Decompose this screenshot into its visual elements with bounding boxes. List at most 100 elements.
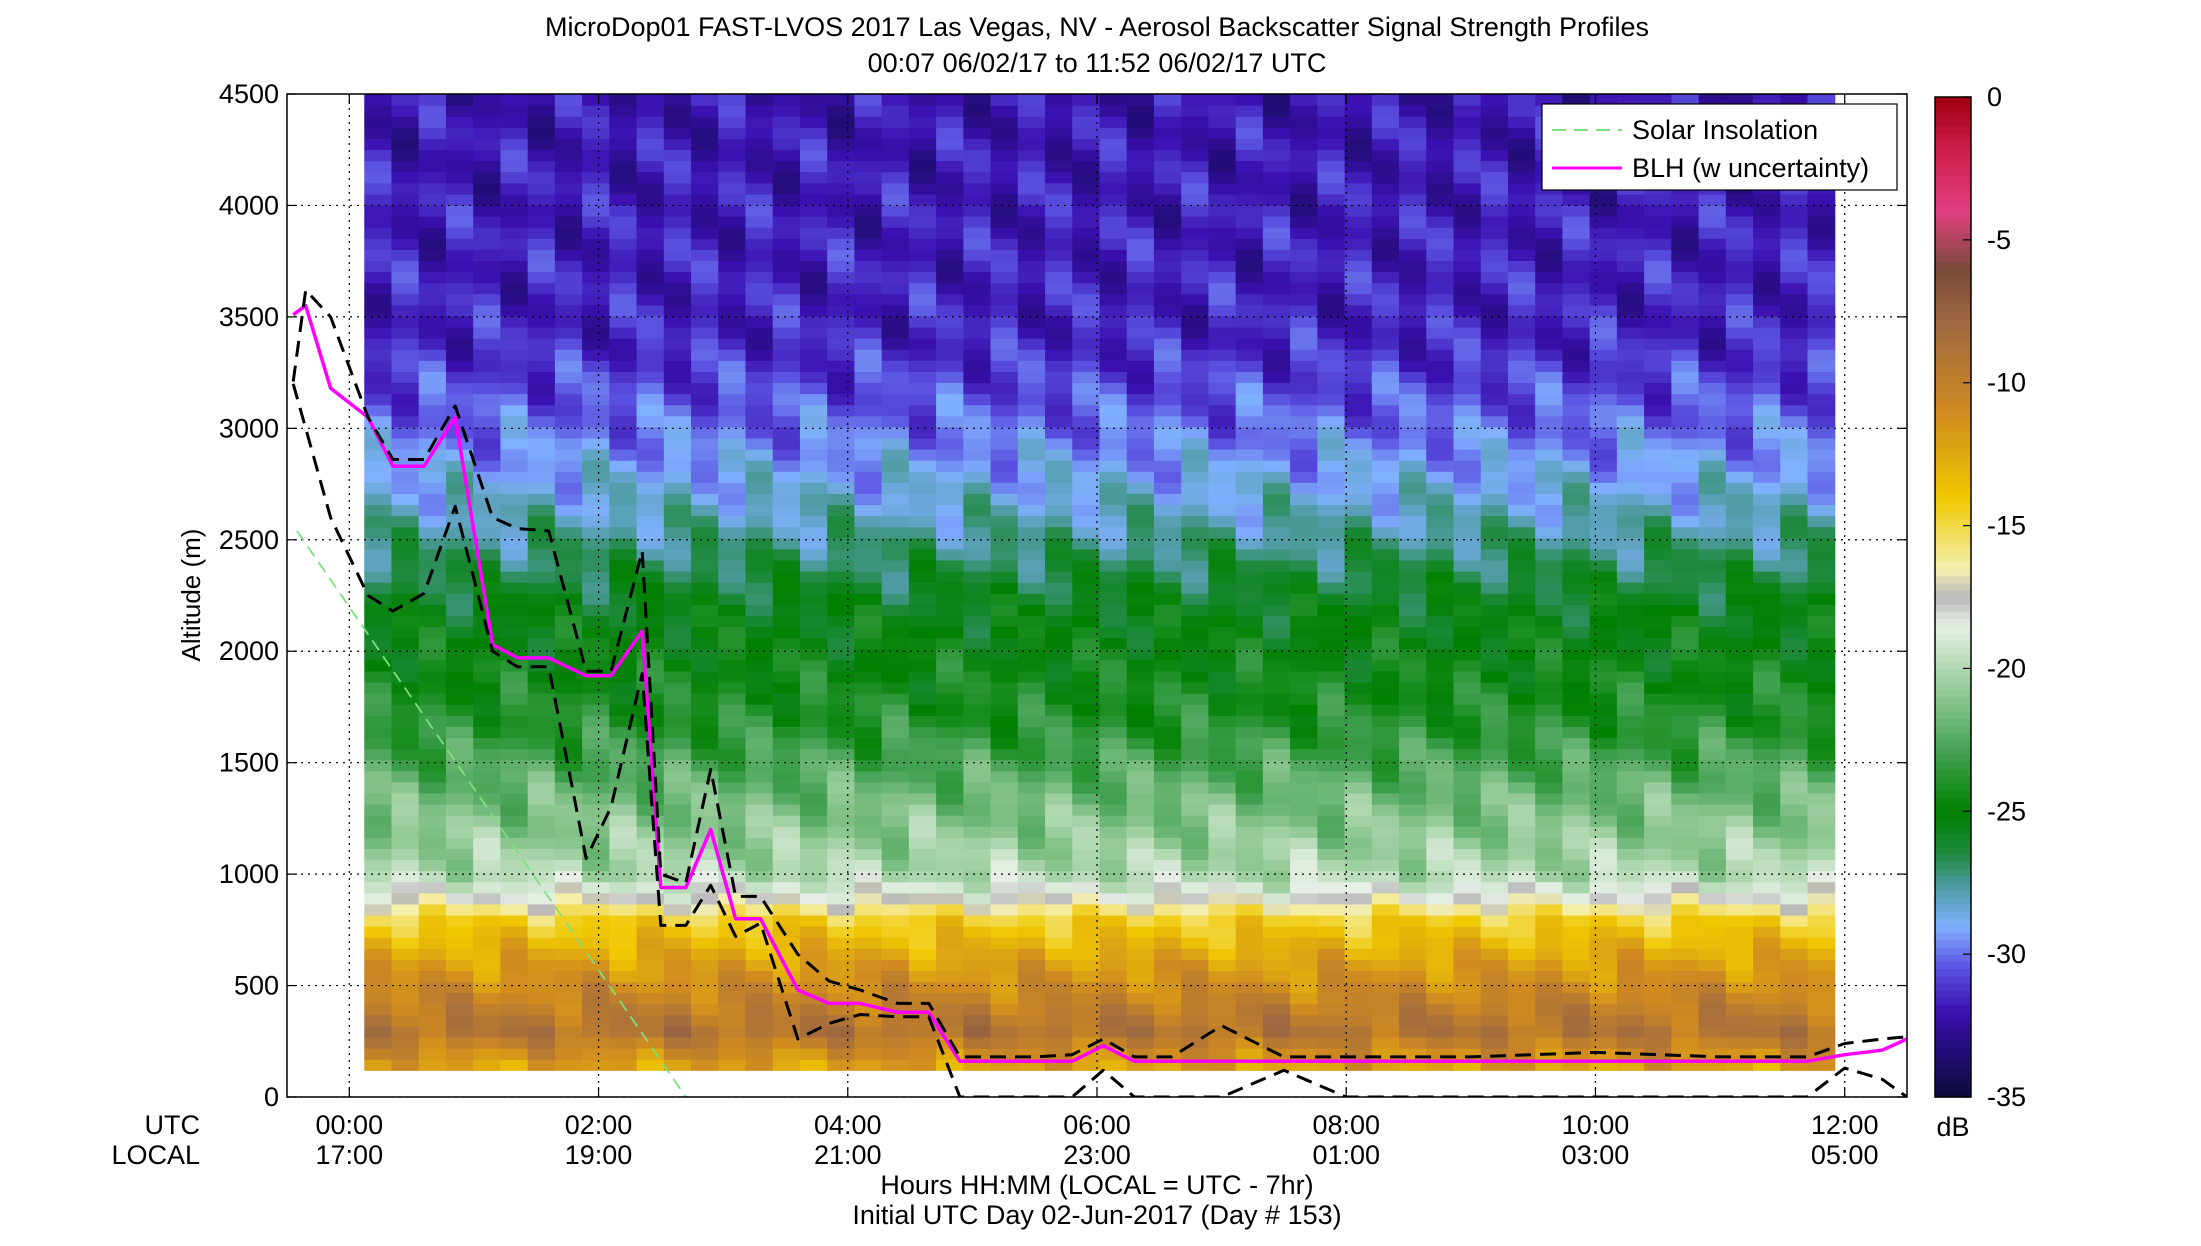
heatmap-cell (1099, 315, 1128, 328)
heatmap-cell (1235, 449, 1264, 461)
colorbar-segment (1935, 511, 1971, 520)
heatmap-cell (663, 1025, 692, 1038)
heatmap-cell (827, 404, 856, 417)
heatmap-cell (936, 693, 964, 705)
heatmap-cell (1426, 338, 1455, 350)
heatmap-cell (936, 282, 964, 295)
heatmap-cell (609, 249, 638, 261)
heatmap-cell (1235, 1025, 1264, 1038)
heatmap-cell (1344, 726, 1373, 739)
heatmap-cell (1399, 249, 1427, 261)
colorbar-segment (1935, 947, 1971, 955)
heatmap-cell (609, 548, 638, 561)
heatmap-cell (473, 216, 502, 228)
heatmap-cell (1562, 626, 1591, 639)
heatmap-cell (1589, 659, 1618, 672)
heatmap-cell (1399, 415, 1427, 428)
heatmap-cell (1426, 593, 1455, 605)
heatmap-cell (718, 881, 747, 894)
heatmap-cell (1562, 282, 1591, 295)
heatmap-cell (636, 670, 665, 683)
heatmap-cell (1562, 515, 1591, 528)
heatmap-cell (1072, 393, 1101, 406)
heatmap-cell (936, 914, 964, 927)
heatmap-cell (1671, 482, 1700, 494)
heatmap-cell (1644, 759, 1672, 772)
heatmap-cell (691, 704, 719, 716)
heatmap-cell (1698, 981, 1727, 994)
colorbar-segment (1935, 239, 1971, 248)
heatmap-cell (881, 360, 910, 372)
heatmap-cell (582, 926, 610, 938)
heatmap-cell (636, 1036, 665, 1049)
heatmap-cell (1480, 94, 1509, 106)
heatmap-cell (554, 693, 583, 705)
heatmap-cell (391, 493, 420, 506)
heatmap-cell (1698, 537, 1727, 550)
heatmap-cell (1344, 715, 1373, 727)
heatmap-cell (554, 160, 583, 173)
heatmap-cell (1181, 1025, 1210, 1038)
heatmap-cell (1017, 415, 1046, 428)
heatmap-cell (636, 959, 665, 972)
heatmap-cell (1616, 792, 1645, 805)
heatmap-cell (364, 914, 393, 927)
heatmap-cell (1399, 282, 1427, 295)
heatmap-cell (1371, 204, 1400, 217)
heatmap-cell (1344, 659, 1373, 672)
heatmap-cell (1644, 826, 1672, 838)
heatmap-cell (1045, 648, 1073, 661)
heatmap-cell (1644, 770, 1672, 783)
heatmap-cell (827, 326, 856, 339)
heatmap-cell (1480, 870, 1509, 883)
heatmap-cell (854, 559, 883, 572)
heatmap-cell (1426, 1003, 1455, 1016)
heatmap-cell (1725, 892, 1754, 905)
heatmap-cell (1017, 559, 1046, 572)
heatmap-cell (1644, 526, 1672, 539)
heatmap-cell (1181, 293, 1210, 306)
colorbar-segment (1935, 539, 1971, 548)
heatmap-cell (1208, 315, 1237, 328)
heatmap-cell (990, 393, 1019, 406)
heatmap-cell (799, 504, 828, 517)
heatmap-cell (718, 548, 747, 561)
heatmap-cell (1780, 360, 1809, 372)
heatmap-cell (1671, 770, 1700, 783)
heatmap-cell (1371, 759, 1400, 772)
heatmap-cell (1753, 681, 1781, 694)
heatmap-cell (854, 582, 883, 594)
y-tick-label: 500 (234, 971, 279, 1001)
heatmap-cell (1753, 371, 1781, 384)
heatmap-cell (1208, 837, 1237, 849)
heatmap-cell (663, 304, 692, 317)
heatmap-cell (1235, 959, 1264, 972)
heatmap-cell (881, 282, 910, 295)
heatmap-cell (1262, 637, 1291, 650)
heatmap-cell (1126, 870, 1155, 883)
heatmap-cell (990, 404, 1019, 417)
heatmap-cell (554, 238, 583, 250)
heatmap-cell (799, 304, 828, 317)
heatmap-cell (1017, 892, 1046, 905)
heatmap-cell (1480, 770, 1509, 783)
heatmap-cell (1262, 1059, 1291, 1071)
heatmap-cell (1045, 804, 1073, 816)
heatmap-cell (1562, 903, 1591, 916)
heatmap-cell (1017, 493, 1046, 506)
heatmap-cell (609, 693, 638, 705)
heatmap-cell (718, 1014, 747, 1027)
heatmap-cell (1208, 715, 1237, 727)
heatmap-cell (827, 116, 856, 128)
heatmap-cell (1399, 615, 1427, 628)
heatmap-cell (527, 870, 556, 883)
heatmap-cell (799, 404, 828, 417)
heatmap-cell (1099, 216, 1128, 228)
heatmap-cell (881, 726, 910, 739)
heatmap-cell (1507, 992, 1536, 1005)
heatmap-cell (718, 1025, 747, 1038)
heatmap-cell (391, 582, 420, 594)
heatmap-cell (1780, 1059, 1809, 1071)
heatmap-cell (772, 526, 801, 539)
heatmap-cell (609, 1059, 638, 1071)
